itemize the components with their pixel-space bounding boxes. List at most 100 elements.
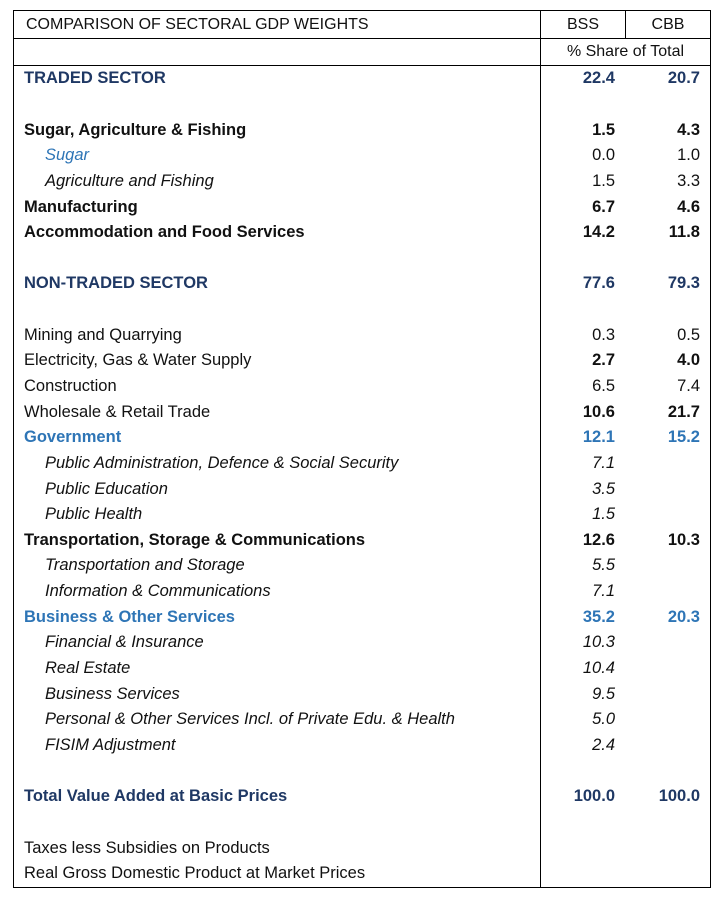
row-label: Manufacturing: [14, 194, 541, 220]
bss-label: BSS: [566, 15, 599, 33]
row-label: Public Education: [14, 476, 541, 502]
cbb-value: 20.3: [667, 607, 700, 626]
bss-value: 5.0: [592, 710, 615, 729]
bss-value: 100.0: [573, 787, 615, 806]
bss-value: 10.3: [582, 633, 615, 652]
bss-value: 2.4: [592, 735, 615, 754]
cbb-value: [626, 733, 710, 759]
cbb-value: 4.3: [677, 120, 700, 139]
share-of-total-header: % Share of Total: [541, 39, 710, 65]
row-label: Total Value Added at Basic Prices: [14, 783, 541, 810]
bss-value: 1.5: [592, 505, 615, 524]
bss-value: 0.3: [592, 325, 615, 344]
bss-value: 12.6: [582, 530, 615, 549]
cbb-value: 15.2: [667, 428, 700, 447]
cbb-value: [626, 656, 710, 682]
row-label: FISIM Adjustment: [14, 732, 541, 759]
table-title: COMPARISON OF SECTORAL GDP WEIGHTS: [14, 11, 541, 38]
row-label: TRADED SECTOR: [14, 66, 541, 92]
table-row: Electricity, Gas & Water Supply 2.7 4.0: [14, 348, 710, 374]
table-row: Sugar 0.0 1.0: [14, 142, 710, 169]
row-label: Business & Other Services: [14, 604, 541, 631]
row-label: Real Gross Domestic Product at Market Pr…: [14, 860, 541, 887]
cbb-value: [626, 835, 710, 861]
subheader-empty: [14, 39, 541, 65]
row-label: Business Services: [14, 681, 541, 708]
row-label: [14, 758, 541, 784]
cbb-value: 79.3: [667, 274, 700, 293]
cbb-value: 7.4: [677, 377, 700, 395]
bss-value: 14.2: [582, 223, 615, 242]
spacer-row: [14, 91, 710, 118]
cbb-value: [626, 810, 710, 836]
row-label: [14, 91, 541, 118]
bss-value: 9.5: [592, 684, 615, 703]
row-label: Mining and Quarrying: [14, 322, 541, 349]
cbb-value: [626, 476, 710, 502]
row-label: Public Health: [14, 501, 541, 528]
row-label: Information & Communications: [14, 578, 541, 605]
table-row: Public Health 1.5: [14, 501, 710, 528]
table-row: Public Education 3.5: [14, 476, 710, 502]
bss-value: [541, 835, 626, 861]
row-label: Transportation, Storage & Communications: [14, 527, 541, 554]
cbb-value: 4.0: [677, 351, 700, 370]
row-label: Government: [14, 424, 541, 451]
bss-value: [541, 297, 626, 323]
bss-value: 0.0: [592, 146, 615, 165]
table-row: Taxes less Subsidies on Products: [14, 835, 710, 861]
bss-value: [541, 758, 626, 784]
row-label: Electricity, Gas & Water Supply: [14, 348, 541, 374]
row-label: Financial & Insurance: [14, 630, 541, 656]
cbb-value: 10.3: [667, 530, 700, 549]
table-row: Manufacturing 6.7 4.6: [14, 194, 710, 220]
row-label: Construction: [14, 373, 541, 400]
column-header-bss: BSS: [541, 11, 626, 38]
row-label: Transportation and Storage: [14, 553, 541, 579]
bss-value: 35.2: [582, 607, 615, 626]
row-label: [14, 245, 541, 272]
bss-value: 2.7: [592, 351, 615, 370]
row-label: [14, 809, 541, 836]
table-row: Transportation, Storage & Communications…: [14, 527, 710, 554]
bss-value: 5.5: [592, 556, 615, 575]
table-row: Construction 6.5 7.4: [14, 373, 710, 400]
row-label: Taxes less Subsidies on Products: [14, 835, 541, 861]
bss-value: 10.4: [582, 659, 615, 678]
table-row: Mining and Quarrying 0.3 0.5: [14, 322, 710, 349]
bss-value: 7.1: [592, 582, 615, 601]
table-body: TRADED SECTOR 22.4 20.7 Sugar, Agriculture …: [14, 66, 710, 887]
row-label: Accommodation and Food Services: [14, 219, 541, 246]
cbb-value: [626, 707, 710, 733]
cbb-value: [626, 579, 710, 605]
cbb-value: 0.5: [677, 325, 700, 344]
cbb-value: 100.0: [658, 787, 700, 806]
row-label: Sugar: [14, 142, 541, 169]
table-row: TRADED SECTOR 22.4 20.7: [14, 66, 710, 92]
cbb-value: [626, 92, 710, 118]
table-row: Agriculture and Fishing 1.5 3.3: [14, 168, 710, 195]
bss-value: [541, 92, 626, 118]
table-row: NON-TRADED SECTOR 77.6 79.3: [14, 271, 710, 297]
table-row: Real Estate 10.4: [14, 655, 710, 682]
cbb-value: [626, 451, 710, 477]
share-of-total-label: % Share of Total: [566, 43, 685, 60]
table-subheader: % Share of Total: [14, 39, 710, 66]
table-row: FISIM Adjustment 2.4: [14, 732, 710, 759]
table-row: Personal & Other Services Incl. of Priva…: [14, 707, 710, 733]
spacer-row: [14, 296, 710, 323]
bss-value: 6.7: [592, 197, 615, 216]
bss-value: 10.6: [582, 402, 615, 421]
cbb-value: [626, 630, 710, 656]
column-header-cbb: CBB: [626, 11, 710, 38]
cbb-value: 3.3: [677, 171, 700, 190]
bss-value: [541, 245, 626, 271]
table-row: Sugar, Agriculture & Fishing 1.5 4.3: [14, 117, 710, 143]
row-label: Real Estate: [14, 655, 541, 682]
bss-value: 22.4: [582, 69, 615, 88]
table-row: Public Administration, Defence & Social …: [14, 450, 710, 477]
bss-value: 77.6: [582, 274, 615, 293]
table-row: Transportation and Storage 5.5: [14, 553, 710, 579]
cbb-value: 11.8: [668, 223, 700, 242]
cbb-value: 20.7: [667, 69, 700, 88]
